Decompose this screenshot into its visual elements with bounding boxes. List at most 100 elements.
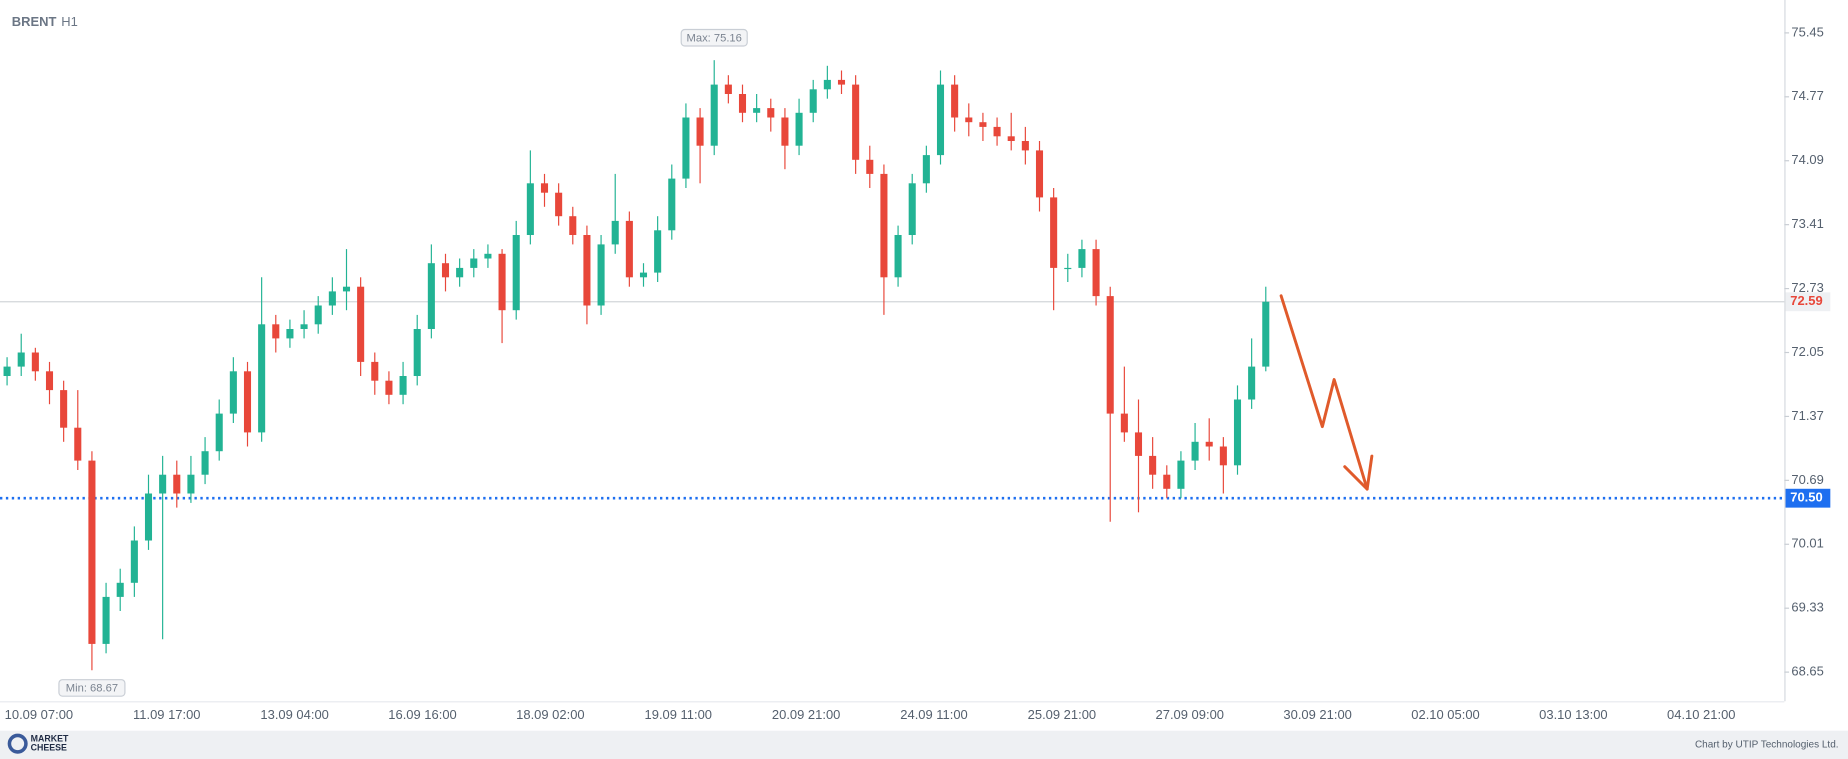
x-tick-label: 30.09 21:00 — [1283, 707, 1351, 722]
candle-body — [1106, 296, 1114, 414]
candle-body — [385, 380, 393, 395]
candle-body — [1064, 267, 1072, 270]
candle-body — [894, 235, 902, 278]
candle-body — [357, 286, 365, 362]
x-tick-label: 11.09 17:00 — [133, 707, 200, 722]
x-tick-label: 24.09 11:00 — [900, 707, 967, 722]
timeframe: H1 — [61, 14, 78, 29]
candle-body — [1233, 399, 1242, 466]
candle-body — [413, 329, 421, 377]
logo: MARKET CHEESE — [7, 733, 69, 754]
candle-body — [243, 371, 252, 433]
candle-body — [74, 427, 82, 461]
candle-body — [328, 291, 336, 306]
candle-body — [1120, 413, 1128, 433]
candle-body — [668, 178, 676, 231]
level-label: 70.50 — [1790, 490, 1822, 505]
candle-body — [342, 286, 351, 292]
candle-body — [951, 84, 959, 118]
candle-body — [427, 263, 435, 330]
y-tick-label: 74.09 — [1791, 152, 1823, 167]
candle-body — [654, 230, 662, 273]
candle-body — [1050, 197, 1058, 268]
candle-body — [201, 451, 209, 475]
candle-body — [116, 582, 124, 597]
candle-body — [484, 253, 492, 259]
candle-body — [852, 84, 860, 160]
candle-body — [470, 258, 478, 268]
candle-body — [144, 493, 153, 541]
candle-body — [399, 376, 407, 395]
candle-body — [710, 84, 718, 146]
candle-body — [682, 117, 690, 179]
max-label-box — [680, 28, 748, 47]
candle-body — [767, 108, 775, 118]
candle-body — [1035, 150, 1044, 198]
candle-body — [540, 183, 549, 193]
candle-body — [17, 352, 25, 367]
candle-body — [1007, 136, 1015, 142]
candle-body — [1163, 474, 1171, 489]
candle-body — [993, 126, 1001, 137]
candle-body — [512, 235, 520, 311]
candle-body — [866, 159, 874, 174]
candle-body — [569, 216, 577, 236]
candle-body — [60, 390, 68, 428]
y-tick-label: 74.77 — [1791, 88, 1823, 103]
candle-body — [753, 108, 761, 113]
candle-body — [300, 324, 308, 330]
candle-body — [187, 474, 195, 494]
candle-body — [45, 371, 54, 391]
candle-body — [724, 84, 732, 95]
last-price-box — [1785, 292, 1831, 312]
candle-body — [880, 173, 888, 278]
candle-body — [738, 94, 747, 113]
candle-body — [31, 352, 39, 372]
candle-body — [130, 540, 138, 583]
x-tick-label: 03.10 13:00 — [1539, 707, 1607, 722]
candle-body — [159, 474, 167, 494]
y-tick-label: 73.41 — [1791, 216, 1823, 231]
candle-body — [965, 117, 973, 123]
candle-body — [1149, 455, 1157, 475]
logo-bottom: CHEESE — [31, 743, 67, 753]
y-tick-label: 72.73 — [1791, 280, 1823, 295]
candle-body — [441, 263, 450, 278]
x-tick-label: 16.09 16:00 — [388, 707, 456, 722]
x-tick-label: 02.10 05:00 — [1411, 707, 1479, 722]
y-tick-label: 69.33 — [1791, 600, 1823, 615]
y-tick-label: 75.45 — [1791, 24, 1823, 39]
x-tick-label: 18.09 02:00 — [516, 707, 584, 722]
candle-body — [936, 84, 945, 156]
candle-body — [229, 371, 237, 414]
candle-body — [696, 117, 704, 146]
candle-body — [371, 361, 379, 381]
candle-body — [173, 474, 181, 494]
candle-body — [1134, 432, 1143, 456]
candle-body — [781, 117, 789, 146]
candle-body — [88, 460, 96, 644]
candle-body — [526, 183, 534, 236]
candle-body — [1021, 141, 1029, 151]
candle-body — [1248, 366, 1256, 400]
candle-body — [597, 244, 605, 306]
candle-body — [639, 272, 648, 278]
logo-top: MARKET — [31, 733, 69, 743]
x-tick-label: 04.10 21:00 — [1667, 707, 1735, 722]
candle-body — [625, 220, 633, 278]
candle-body — [922, 155, 930, 184]
level-box — [1785, 488, 1831, 508]
candle-body — [611, 220, 619, 245]
x-tick-label: 25.09 21:00 — [1028, 707, 1096, 722]
candle-body — [583, 235, 591, 306]
x-tick-label: 27.09 09:00 — [1156, 707, 1224, 722]
x-tick-label: 19.09 11:00 — [645, 707, 712, 722]
candle-body — [1205, 441, 1213, 447]
candle-body — [498, 253, 506, 311]
candle-body — [1092, 249, 1100, 297]
x-tick-label: 20.09 21:00 — [772, 707, 840, 722]
candle-body — [102, 596, 110, 644]
